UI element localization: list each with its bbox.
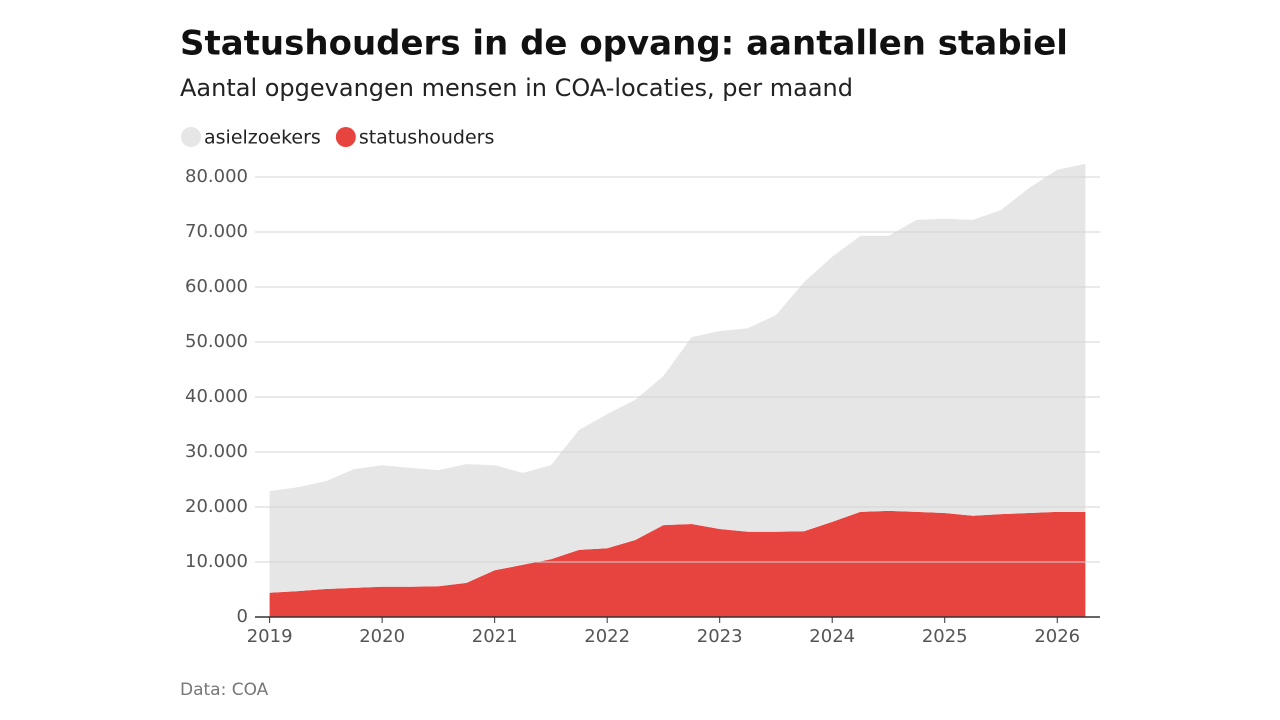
y-tick-label: 10.000 (185, 551, 248, 572)
chart-title: Statushouders in de opvang: aantallen st… (180, 24, 1068, 64)
x-tick-label: 2019 (247, 626, 293, 647)
chart-subtitle: Aantal opgevangen mensen in COA-locaties… (180, 74, 853, 102)
x-tick-label: 2026 (1034, 626, 1080, 647)
source: Data: COA (180, 680, 269, 700)
x-tick-label: 2021 (472, 626, 518, 647)
x-tick-label: 2022 (584, 626, 630, 647)
legend-label: statushouders (359, 127, 495, 149)
legend-swatch (181, 127, 201, 147)
area (269, 163, 1086, 593)
x-tick-label: 2025 (922, 626, 968, 647)
area (269, 510, 1086, 617)
y-tick-label: 20.000 (185, 496, 248, 517)
y-tick-label: 60.000 (185, 276, 248, 297)
x-tick-label: 2020 (359, 626, 405, 647)
y-tick-label: 0 (237, 606, 248, 627)
y-tick-label: 70.000 (185, 221, 248, 242)
y-tick-label: 50.000 (185, 331, 248, 352)
x-tick-label: 2023 (697, 626, 743, 647)
y-tick-label: 30.000 (185, 441, 248, 462)
legend-label: asielzoekers (204, 127, 321, 149)
x-tick-label: 2024 (809, 626, 855, 647)
y-tick-label: 80.000 (185, 166, 248, 187)
legend-swatch (335, 127, 356, 147)
y-tick-label: 40.000 (185, 386, 248, 407)
